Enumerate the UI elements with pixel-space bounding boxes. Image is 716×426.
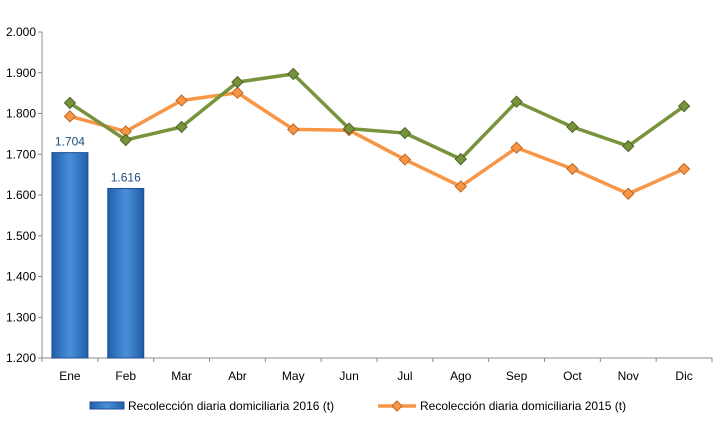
x-tick-label: Ene: [59, 369, 81, 383]
y-tick-label: 1.800: [6, 107, 36, 121]
series-point-2: [566, 120, 579, 134]
series-point-2: [119, 133, 132, 147]
series-point-1: [175, 94, 188, 107]
series-point-1: [287, 123, 300, 136]
legend: Recolección diaria domiciliaria 2016 (t)…: [89, 399, 626, 413]
x-tick-label: Feb: [115, 369, 136, 383]
y-tick-label: 1.300: [6, 310, 36, 324]
legend-label-bar: Recolección diaria domiciliaria 2016 (t): [128, 399, 334, 413]
legend-marker-line: [391, 400, 403, 412]
series-point-1: [63, 110, 77, 123]
series-line-2: [68, 72, 686, 161]
x-tick-label: May: [282, 369, 305, 383]
x-tick-label: Dic: [675, 369, 692, 383]
series-point-1: [454, 180, 467, 193]
legend-label-line: Recolección diaria domiciliaria 2015 (t): [420, 399, 626, 413]
y-tick-label: 1.600: [6, 188, 36, 202]
bar-data-label: 1.616: [111, 170, 141, 184]
x-tick-label: Abr: [228, 369, 247, 383]
x-tick-label: Oct: [563, 369, 582, 383]
series-point-2: [398, 126, 412, 140]
series-point-1: [566, 162, 579, 176]
x-tick-label: Nov: [618, 369, 639, 383]
series-point-2: [287, 67, 300, 81]
bar-data-label: 1.704: [55, 135, 85, 149]
series-point-1: [398, 153, 412, 166]
y-tick-label: 1.500: [6, 229, 36, 243]
x-tick-label: Ago: [450, 369, 472, 383]
y-tick-label: 1.200: [6, 351, 36, 365]
x-tick-label: Sep: [506, 369, 528, 383]
y-tick-label: 2.000: [6, 25, 36, 39]
x-tick-label: Mar: [171, 369, 192, 383]
series-point-1: [510, 141, 523, 154]
series-point-2: [342, 122, 356, 135]
series-point-1: [622, 187, 635, 200]
series-point-1: [231, 86, 244, 99]
series-point-2: [622, 139, 635, 153]
bar-2016: [51, 152, 89, 359]
x-tick-label: Jul: [397, 369, 412, 383]
plot-area: 1.200 1.300 1.400 1.500 1.600 1.700 1.800 1.900…: [6, 25, 713, 383]
y-tick-label: 1.700: [6, 147, 36, 161]
series-line-1: [69, 90, 685, 196]
series-point-1: [677, 162, 691, 176]
y-tick-label: 1.400: [6, 270, 36, 284]
series-point-2: [510, 95, 523, 108]
series-point-2: [454, 152, 467, 166]
series-point-2: [175, 120, 188, 134]
series-point-2: [677, 99, 691, 113]
legend-swatch-bar: [89, 401, 125, 410]
y-tick-label: 1.900: [6, 66, 36, 80]
bar-2016: [107, 187, 145, 359]
series-point-2: [63, 96, 77, 110]
series-point-2: [231, 75, 244, 89]
x-tick-label: Jun: [339, 369, 358, 383]
